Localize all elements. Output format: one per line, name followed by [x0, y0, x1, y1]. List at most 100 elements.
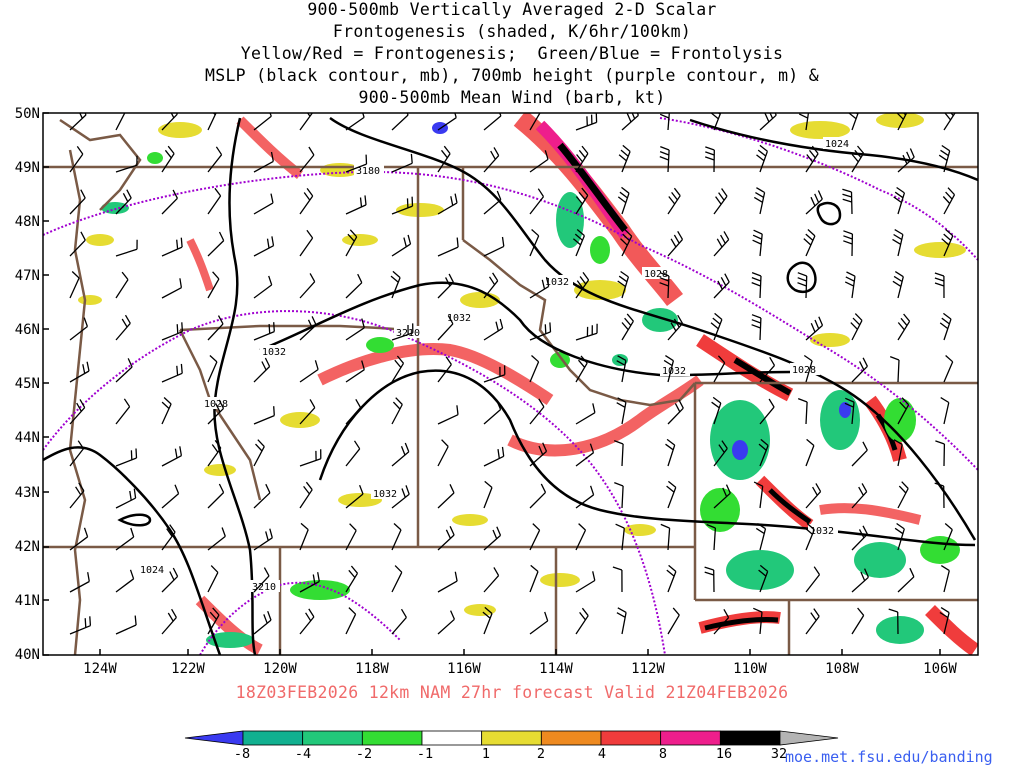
wind-barb [253, 483, 271, 509]
wind-barb [612, 566, 623, 593]
wind-barb [939, 312, 952, 341]
wind-barb [253, 567, 270, 593]
wind-barb [483, 365, 506, 383]
wind-barb [207, 565, 219, 593]
wind-barb [69, 317, 89, 341]
wind-barb [575, 443, 595, 467]
wind-barb [161, 446, 183, 467]
wind-barb [207, 187, 222, 215]
colorbar [184, 730, 839, 746]
mslp-label: 1032 [810, 526, 834, 537]
wind-barb [345, 318, 365, 341]
wind-barb [851, 357, 868, 383]
mslp-label: 1024 [825, 139, 849, 150]
wind-barb [897, 148, 915, 173]
axis-ticks [43, 112, 941, 656]
wind-barb [667, 187, 681, 215]
wind-barb [759, 398, 775, 425]
wind-barb [666, 480, 677, 509]
wind-barb [851, 441, 868, 467]
wind-barb [711, 396, 722, 425]
wind-barb [613, 439, 624, 467]
wind-barb [437, 526, 455, 551]
wind-barb [253, 275, 273, 299]
wind-barb [345, 195, 367, 215]
wind-barb [390, 270, 401, 299]
colorbar-cell [302, 730, 363, 746]
wind-barb [667, 314, 684, 341]
wind-barb [659, 113, 670, 131]
lon-label: 110W [733, 661, 767, 677]
wind-barb [713, 188, 728, 215]
wind-barb [207, 113, 217, 131]
frontogenesis-shading [78, 113, 978, 655]
wind-barb [753, 481, 764, 509]
wind-barb [756, 144, 769, 173]
mslp-label: 1032 [447, 313, 471, 324]
wind-barb [659, 145, 670, 173]
wind-barb [897, 481, 909, 509]
wind-barb [751, 314, 762, 341]
wind-barb [253, 610, 272, 635]
wind-barb [755, 522, 767, 551]
colorbar-label: -2 [355, 746, 373, 762]
wind-barb [935, 440, 946, 467]
wind-barb [299, 449, 322, 467]
wind-barb [529, 229, 540, 257]
wind-barb [805, 608, 820, 635]
wind-barb [483, 318, 504, 341]
colorbar-cell [779, 730, 839, 746]
wind-barb [483, 113, 502, 131]
wind-barb [483, 480, 493, 509]
wind-barb [437, 484, 455, 509]
lat-label: 49N [14, 160, 40, 176]
wind-barb [896, 113, 908, 131]
wind-barb [713, 440, 728, 467]
wind-barb [69, 271, 80, 299]
wind-barb [529, 150, 549, 173]
wind-barb [437, 405, 459, 425]
wind-barb [660, 523, 671, 551]
wind-barb [798, 113, 810, 131]
wind-barb [529, 483, 547, 509]
wind-barb [69, 399, 86, 425]
wind-barb [851, 568, 869, 593]
lat-label: 47N [14, 268, 40, 284]
wind-barb [345, 607, 357, 635]
wind-barb [851, 483, 868, 509]
wind-barb [483, 400, 502, 425]
wind-barb [69, 482, 85, 509]
colorbar-cell [184, 730, 244, 746]
wind-barb [667, 399, 684, 425]
wind-barb [115, 569, 135, 593]
map-frame [42, 112, 979, 656]
wind-barb [161, 397, 172, 425]
wind-barb [253, 357, 271, 383]
wind-barb [391, 608, 407, 635]
wind-barb [893, 439, 903, 467]
wind-barb [69, 231, 86, 257]
colorbar-cell [481, 730, 542, 746]
wind-barb [618, 144, 631, 173]
wind-barb [253, 151, 274, 173]
wind-barb [437, 571, 458, 593]
wind-barb [575, 113, 598, 131]
wind-barb [616, 607, 627, 635]
wind-barb [753, 607, 763, 635]
wind-barb [483, 190, 502, 215]
wind-barb [161, 278, 183, 299]
wind-barb [115, 155, 138, 173]
wind-barb [667, 230, 684, 257]
colorbar-label: 8 [658, 746, 668, 762]
wind-barb [893, 186, 906, 215]
wind-barb [391, 234, 412, 257]
wind-barb [752, 229, 763, 257]
wind-barb [621, 113, 639, 131]
wind-barb [253, 439, 265, 467]
wind-barb [888, 608, 899, 635]
colorbar-cell [421, 730, 483, 746]
colorbar-label: 1 [481, 746, 491, 762]
wind-barb [621, 313, 634, 341]
wind-barb [844, 271, 856, 299]
